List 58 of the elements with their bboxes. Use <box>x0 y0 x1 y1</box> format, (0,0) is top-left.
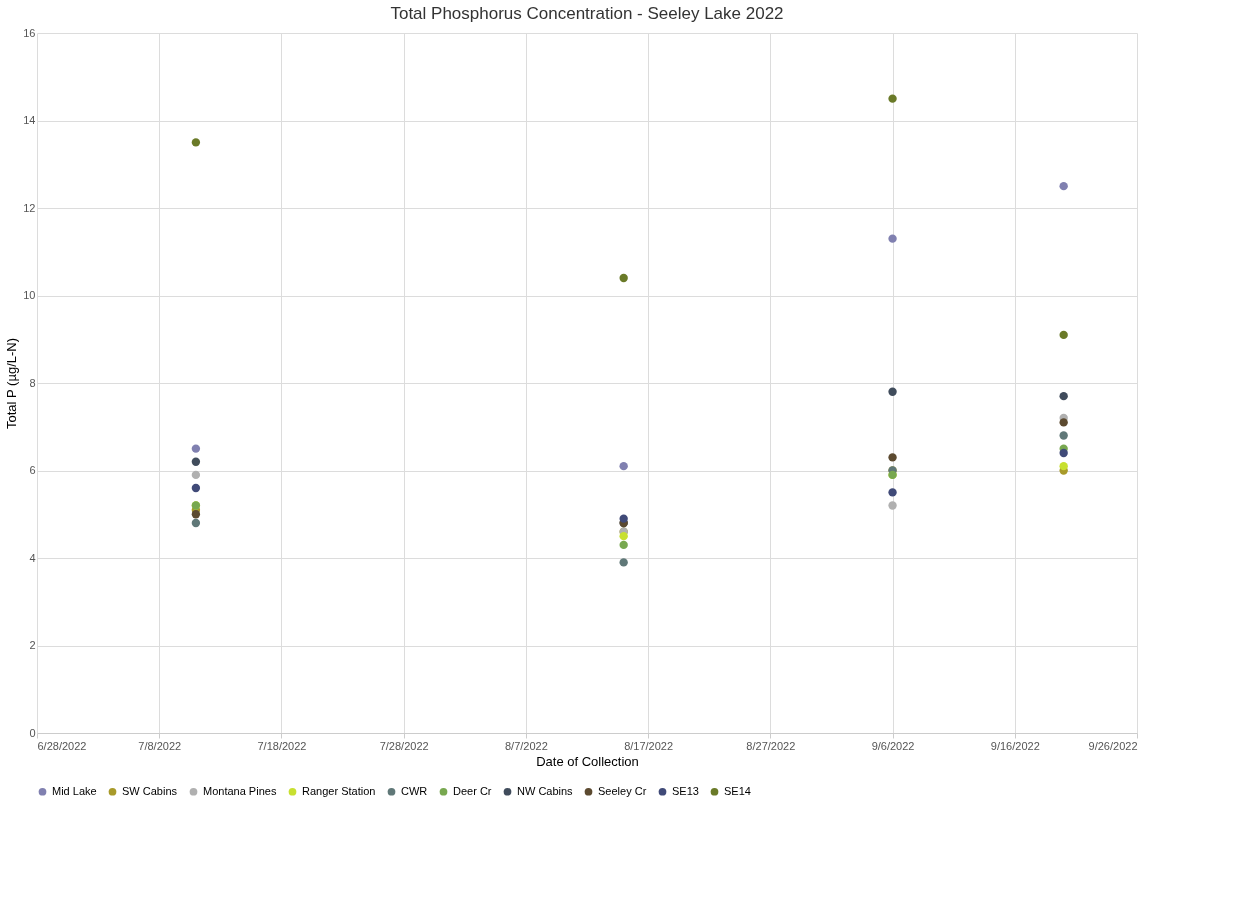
point <box>1059 181 1068 191</box>
x-tick-label: 8/17/2022 <box>624 739 674 752</box>
point <box>888 488 897 497</box>
point <box>1059 461 1068 471</box>
x-tick-label: 9/26/2022 <box>1088 739 1138 752</box>
legend-label: SE13 <box>672 784 699 797</box>
legend-label: Seeley Cr <box>598 784 647 797</box>
legend-label: SW Cabins <box>122 784 178 797</box>
y-tick-label: 12 <box>23 201 36 214</box>
x-tick-label: 9/16/2022 <box>990 739 1040 752</box>
x-tick-label: 7/28/2022 <box>379 739 429 752</box>
chart-title: Total Phosphorus Concentration - Seeley Lake 2022 <box>390 4 784 23</box>
y-tick-label: 6 <box>29 464 36 476</box>
x-tick-label: 8/27/2022 <box>746 739 796 752</box>
point <box>191 483 201 493</box>
x-tick-label: 7/8/2022 <box>138 739 182 752</box>
legend-label: SE14 <box>724 784 751 797</box>
y-tick-label: 8 <box>29 376 36 389</box>
legend-label: Ranger Station <box>302 784 376 797</box>
y-tick-label: 14 <box>23 114 36 126</box>
point <box>619 461 628 471</box>
y-tick-label: 4 <box>29 551 36 564</box>
point <box>619 531 628 541</box>
legend-label: CWR <box>401 784 428 797</box>
point <box>191 138 201 147</box>
point <box>619 540 628 550</box>
point <box>888 94 897 103</box>
point <box>191 457 201 466</box>
x-tick-label: 8/7/2022 <box>504 739 548 752</box>
point <box>1059 391 1068 401</box>
point <box>1059 431 1068 440</box>
legend-label: NW Cabins <box>517 784 574 797</box>
point <box>191 470 201 480</box>
point <box>1059 330 1068 340</box>
legend-label: Mid Lake <box>52 784 97 797</box>
point <box>619 273 628 283</box>
x-axis-title: Date of Collection <box>536 753 639 769</box>
y-tick-label: 10 <box>23 289 36 301</box>
legend-label: Deer Cr <box>453 784 492 797</box>
point <box>619 514 628 523</box>
point <box>888 501 897 510</box>
y-axis-title: Total P (µg/L-N) <box>4 337 20 430</box>
point <box>888 453 897 462</box>
y-tick-label: 16 <box>23 26 36 39</box>
point <box>191 444 201 453</box>
x-tick-label: 9/6/2022 <box>871 739 915 752</box>
x-tick-label: 6/28/2022 <box>37 739 87 752</box>
x-tick-label: 7/18/2022 <box>257 739 307 752</box>
point <box>888 234 897 243</box>
point <box>1059 418 1068 427</box>
legend-label: Montana Pines <box>203 784 277 797</box>
point <box>888 387 897 396</box>
y-tick-label: 2 <box>29 639 36 651</box>
point <box>191 510 201 519</box>
y-tick-label: 0 <box>29 726 36 739</box>
point <box>1059 448 1068 458</box>
point <box>619 558 628 567</box>
point <box>191 518 201 528</box>
